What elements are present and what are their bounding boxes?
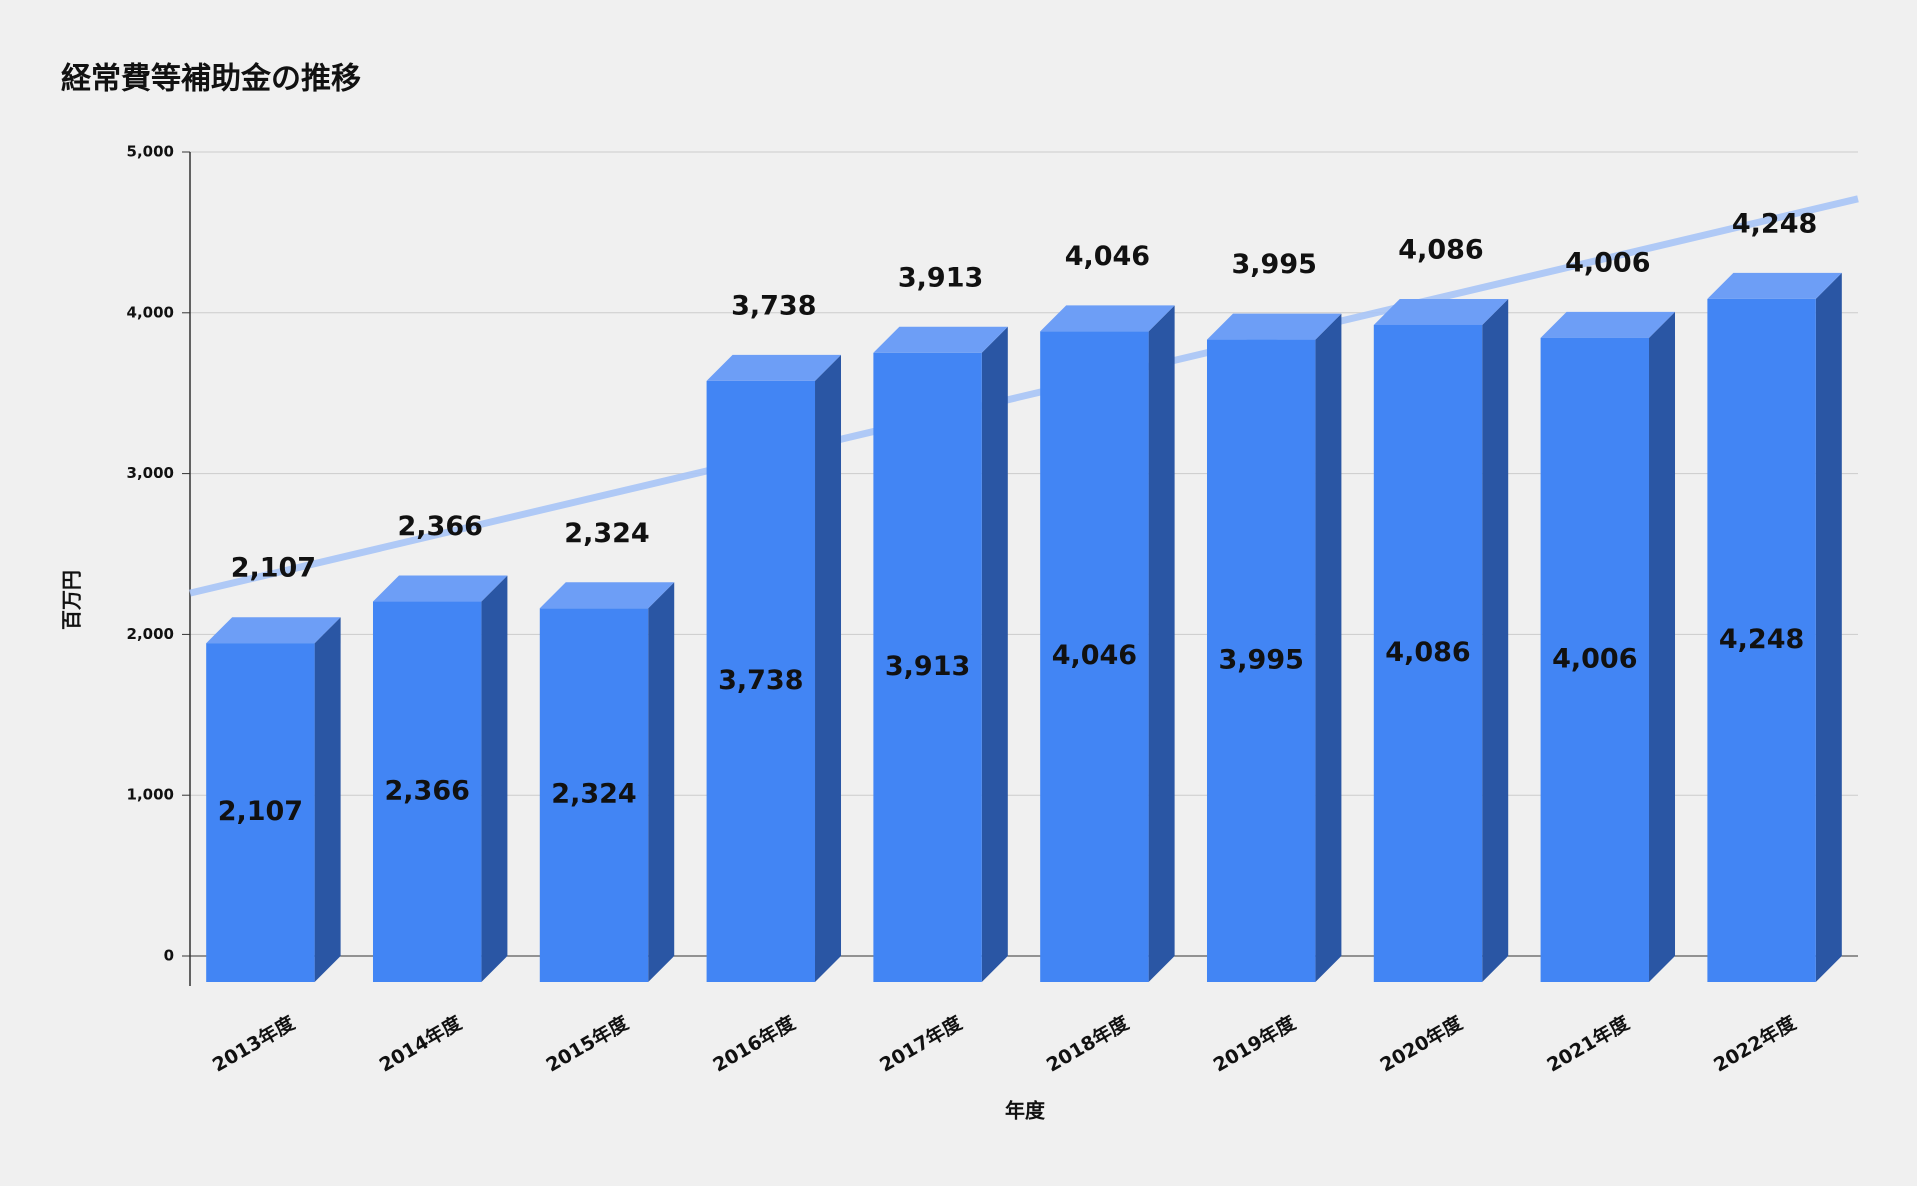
bar-top [706,354,842,381]
value-label: 3,913 [898,262,983,293]
y-tick-label: 1,000 [127,786,174,804]
bar-side [1482,298,1509,982]
value-label: 3,995 [1218,644,1303,675]
y-tick-label: 5,000 [127,143,174,161]
y-tick-label: 3,000 [127,464,174,482]
value-label: 2,366 [384,775,469,806]
y-axis-label: 百万円 [60,570,84,630]
bar-side [981,326,1008,982]
value-label: 4,006 [1552,643,1637,674]
bar [1373,324,1483,982]
bar-side [1649,311,1676,982]
y-tick-label: 2,000 [127,625,174,643]
value-label: 4,248 [1719,624,1804,655]
value-label: 4,248 [1732,208,1817,239]
bar [372,601,482,982]
value-label: 2,324 [564,518,649,549]
bar-side [1315,313,1342,982]
chart-title: 経常費等補助金の推移 [61,62,361,97]
bar-top [372,575,508,602]
bar-top [206,617,341,644]
bar-top [1373,298,1509,325]
bar [539,608,649,982]
value-label: 3,913 [885,651,970,682]
bar-side [648,582,675,982]
bar-side [481,575,508,982]
bar-side [314,617,341,982]
bar-top [873,326,1008,353]
bar [1206,339,1316,982]
bar-side [1148,305,1175,982]
value-label: 3,738 [731,290,816,321]
value-label: 2,107 [231,553,316,584]
y-tick-label: 4,000 [127,303,174,321]
bar-top [1540,311,1676,338]
bar [206,643,315,982]
bar-top [1040,305,1175,332]
x-axis-label: 年度 [1005,1099,1046,1123]
bar [706,380,816,983]
bar [873,352,982,982]
value-label: 4,006 [1565,247,1650,278]
value-label: 4,086 [1385,637,1470,668]
value-label: 3,738 [718,665,803,696]
value-label: 4,046 [1052,640,1137,671]
value-label: 4,086 [1398,234,1483,265]
bar [1707,298,1816,982]
bar-top [1707,272,1842,299]
value-label: 4,046 [1065,241,1150,272]
bar [1040,331,1149,982]
value-label: 2,107 [218,796,303,827]
bar-side [815,354,842,983]
value-label: 2,324 [551,779,636,810]
bar-top [539,582,675,609]
value-label: 3,995 [1231,249,1316,280]
bar [1540,337,1650,982]
bar-side [1815,272,1842,982]
y-tick-label: 0 [164,947,174,965]
bar-top [1206,313,1342,340]
value-label: 2,366 [397,511,482,542]
trendline [189,195,1859,597]
